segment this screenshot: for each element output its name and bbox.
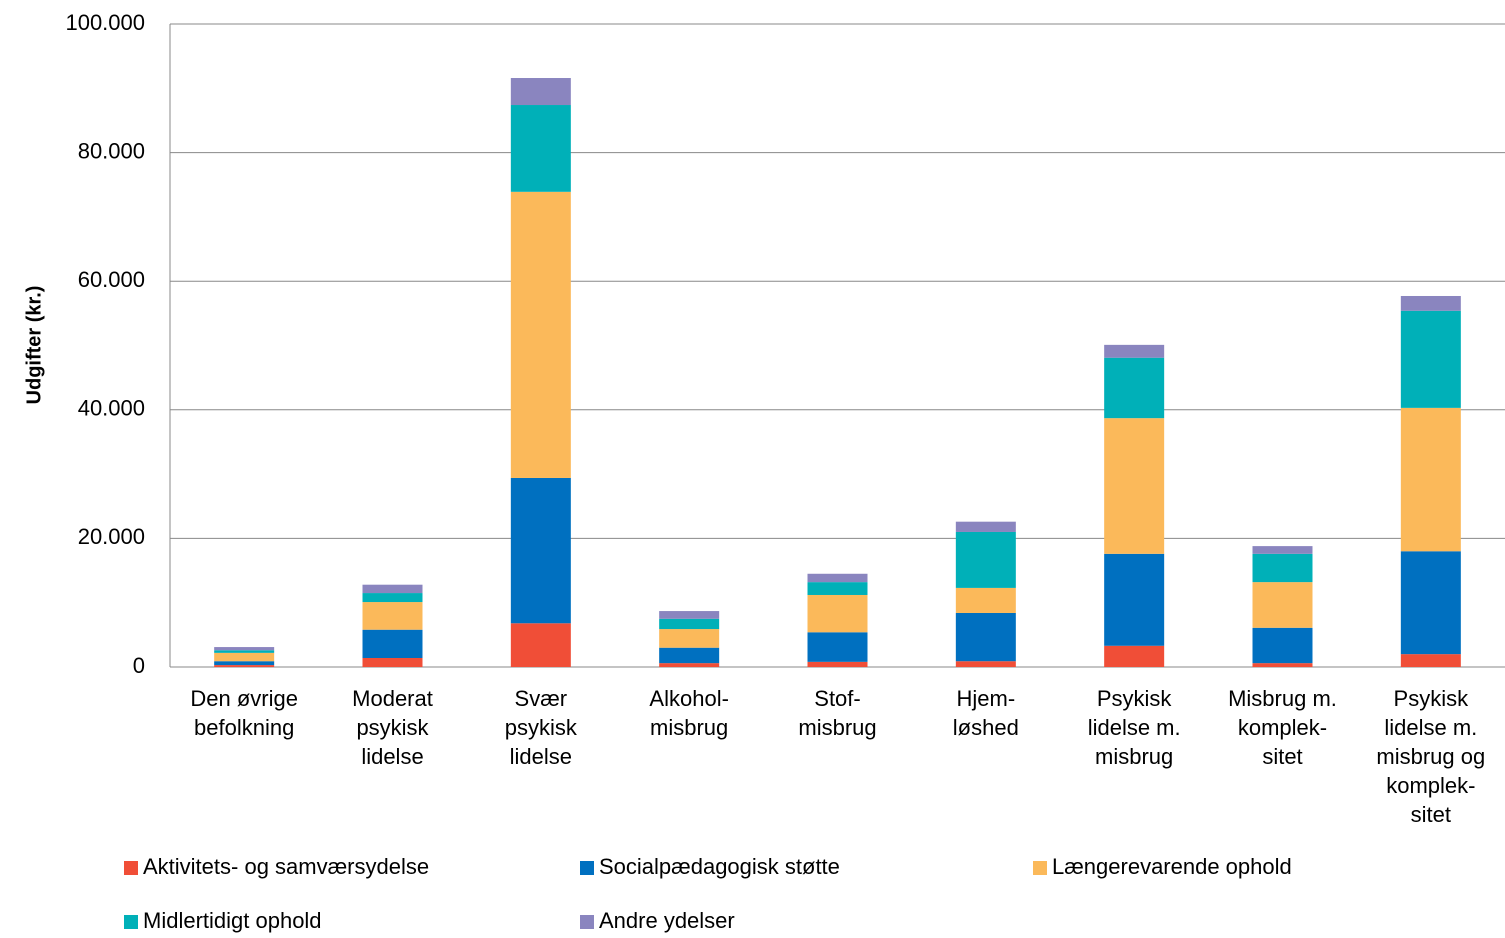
- x-tick-label-line: Stof-: [814, 686, 860, 711]
- bar-segment: [214, 661, 275, 666]
- bar-segment: [955, 531, 1016, 588]
- bar-segment: [807, 573, 868, 583]
- bar-segment: [510, 191, 571, 478]
- x-tick-label: Stof-misbrug: [798, 686, 876, 740]
- x-tick-label-line: misbrug: [1095, 744, 1173, 769]
- y-tick-label: 80.000: [78, 138, 145, 163]
- x-tick-label-line: misbrug: [650, 715, 728, 740]
- bar-segment: [1252, 553, 1313, 583]
- bar-segment: [807, 594, 868, 633]
- x-tick-label-line: Moderat: [352, 686, 433, 711]
- x-tick-label-line: lidelse m.: [1384, 715, 1477, 740]
- bar-segment: [659, 629, 720, 648]
- bar-segment: [659, 618, 720, 630]
- x-tick-label: Moderat psykisk lidelse: [352, 686, 433, 769]
- legend-label: Socialpædagogisk støtte: [599, 854, 840, 879]
- x-tick-label-line: Misbrug m.: [1228, 686, 1337, 711]
- bar-segment: [955, 587, 1016, 613]
- x-tick-label-line: lidelse: [510, 744, 572, 769]
- x-tick-label-line: misbrug: [798, 715, 876, 740]
- x-tick-label: Den øvrige befolkning: [190, 686, 298, 740]
- x-tick-label-line: sitet: [1262, 744, 1302, 769]
- bar-segment: [1400, 295, 1461, 311]
- bar-segment: [510, 623, 571, 667]
- bar-segment: [1104, 645, 1165, 667]
- legend-label: Midlertidigt ophold: [143, 908, 322, 933]
- legend-swatch: [124, 861, 138, 875]
- bar-segment: [214, 665, 275, 667]
- legend-swatch: [1033, 861, 1047, 875]
- x-tick-label-line: befolkning: [194, 715, 294, 740]
- bar-segment: [214, 647, 275, 651]
- x-tick-label-line: Alkohol-: [649, 686, 728, 711]
- y-tick-label: 20.000: [78, 524, 145, 549]
- bar-segment: [955, 521, 1016, 532]
- bar-segment: [1400, 654, 1461, 667]
- x-tick-label-line: psykisk: [505, 715, 578, 740]
- bar-segment: [510, 78, 571, 106]
- x-tick-label: Alkohol-misbrug: [649, 686, 728, 740]
- bar-segment: [1252, 627, 1313, 664]
- bar-segment: [659, 611, 720, 619]
- bar-segment: [807, 582, 868, 595]
- bar-segment: [362, 584, 423, 594]
- bar-segment: [362, 629, 423, 658]
- x-tick-label-line: løshed: [953, 715, 1019, 740]
- bar-segment: [214, 652, 275, 662]
- bar-segment: [1104, 344, 1165, 358]
- x-tick-label: Hjem-løshed: [953, 686, 1019, 740]
- x-tick-label-line: psykisk: [356, 715, 429, 740]
- x-tick-label-line: komplek-: [1238, 715, 1327, 740]
- bar-segment: [1104, 357, 1165, 419]
- legend-swatch: [580, 915, 594, 929]
- legend-swatch: [124, 915, 138, 929]
- x-tick-label-line: komplek-: [1386, 773, 1475, 798]
- bar-segment: [659, 663, 720, 667]
- bar-segment: [955, 661, 1016, 667]
- bar-segment: [659, 647, 720, 664]
- bar-segment: [362, 657, 423, 667]
- legend-label: Længerevarende ophold: [1052, 854, 1292, 879]
- bar-segment: [1252, 663, 1313, 667]
- bar-segment: [1104, 418, 1165, 554]
- y-tick-label: 60.000: [78, 267, 145, 292]
- x-tick-label-line: Hjem-: [956, 686, 1015, 711]
- legend-swatch: [580, 861, 594, 875]
- x-tick-label-line: Psykisk: [1394, 686, 1470, 711]
- y-tick-label: 100.000: [65, 10, 145, 35]
- bar-segment: [955, 612, 1016, 662]
- x-tick-label-line: Den øvrige: [190, 686, 298, 711]
- bar-segment: [214, 650, 275, 653]
- x-tick-label-line: lidelse m.: [1088, 715, 1181, 740]
- bar-segment: [1104, 553, 1165, 646]
- legend-label: Andre ydelser: [599, 908, 735, 933]
- bar-segment: [1252, 582, 1313, 628]
- legend-label: Aktivitets- og samværsydelse: [143, 854, 429, 879]
- x-tick-label-line: sitet: [1411, 802, 1451, 827]
- bar-segment: [1400, 551, 1461, 655]
- bar-segment: [807, 632, 868, 662]
- x-tick-label-line: lidelse: [361, 744, 423, 769]
- x-tick-label-line: Psykisk: [1097, 686, 1173, 711]
- bar-segment: [362, 602, 423, 630]
- bar-segment: [362, 593, 423, 603]
- x-tick-label-line: misbrug og: [1376, 744, 1485, 769]
- bar-segment: [1400, 310, 1461, 408]
- y-tick-label: 0: [133, 653, 145, 678]
- y-tick-label: 40.000: [78, 396, 145, 421]
- bar-segment: [510, 105, 571, 192]
- y-axis-title: Udgifter (kr.): [23, 286, 45, 405]
- x-tick-label-line: Svær: [515, 686, 568, 711]
- x-tick-label: Misbrug m. komplek-sitet: [1228, 686, 1337, 769]
- x-tick-label: Svær psykisk lidelse: [505, 686, 578, 769]
- x-tick-label: Psykisk lidelse m. misbrug og komplek-sitet: [1376, 686, 1485, 827]
- x-tick-label: Psykisk lidelse m. misbrug: [1088, 686, 1181, 769]
- bar-segment: [807, 661, 868, 667]
- bar-segment: [510, 477, 571, 624]
- bar-segment: [1252, 546, 1313, 554]
- bar-segment: [1400, 407, 1461, 552]
